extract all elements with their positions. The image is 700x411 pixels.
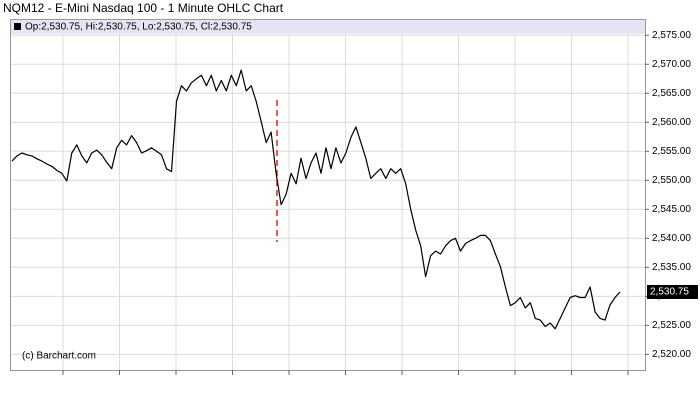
price-line bbox=[11, 69, 621, 330]
plot-frame bbox=[10, 19, 646, 371]
y-tick-label: 2,560.00 bbox=[652, 117, 691, 128]
y-tick-label: 2,535.00 bbox=[652, 262, 691, 273]
y-tick-label: 2,575.00 bbox=[652, 30, 691, 41]
info-bar bbox=[10, 19, 645, 34]
y-tick-label: 2,570.00 bbox=[652, 59, 691, 70]
y-tick-label: 2,565.00 bbox=[652, 88, 691, 99]
info-icon bbox=[14, 23, 21, 30]
last-price-label: 2,530.75 bbox=[650, 287, 689, 298]
y-tick-label: 2,555.00 bbox=[652, 146, 691, 157]
y-tick-label: 2,540.00 bbox=[652, 233, 691, 244]
ohlc-info: Op:2,530.75, Hi:2,530.75, Lo:2,530.75, C… bbox=[25, 22, 252, 33]
y-tick-label: 2,550.00 bbox=[652, 175, 691, 186]
chart-title: NQM12 - E-Mini Nasdaq 100 - 1 Minute OHL… bbox=[3, 1, 284, 15]
y-tick-label: 2,545.00 bbox=[652, 204, 691, 215]
y-tick-label: 2,520.00 bbox=[652, 349, 691, 360]
credit: (c) Barchart.com bbox=[22, 351, 96, 362]
last-price-box bbox=[647, 284, 698, 299]
y-tick-label: 2,525.00 bbox=[652, 320, 691, 331]
